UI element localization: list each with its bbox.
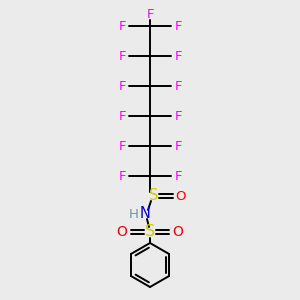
Text: F: F: [118, 80, 126, 92]
Text: O: O: [117, 225, 128, 239]
Text: N: N: [140, 206, 150, 221]
Text: F: F: [174, 50, 182, 62]
Text: O: O: [172, 225, 183, 239]
Text: H: H: [129, 208, 139, 220]
Text: F: F: [118, 110, 126, 122]
Text: F: F: [118, 140, 126, 152]
Text: F: F: [174, 20, 182, 32]
Text: S: S: [149, 188, 159, 203]
Text: F: F: [174, 110, 182, 122]
Text: F: F: [146, 8, 154, 20]
Text: F: F: [118, 50, 126, 62]
Text: S: S: [145, 224, 155, 239]
Text: F: F: [118, 169, 126, 182]
Text: F: F: [174, 80, 182, 92]
Text: O: O: [175, 190, 185, 202]
Text: F: F: [174, 140, 182, 152]
Text: F: F: [118, 20, 126, 32]
Text: F: F: [174, 169, 182, 182]
